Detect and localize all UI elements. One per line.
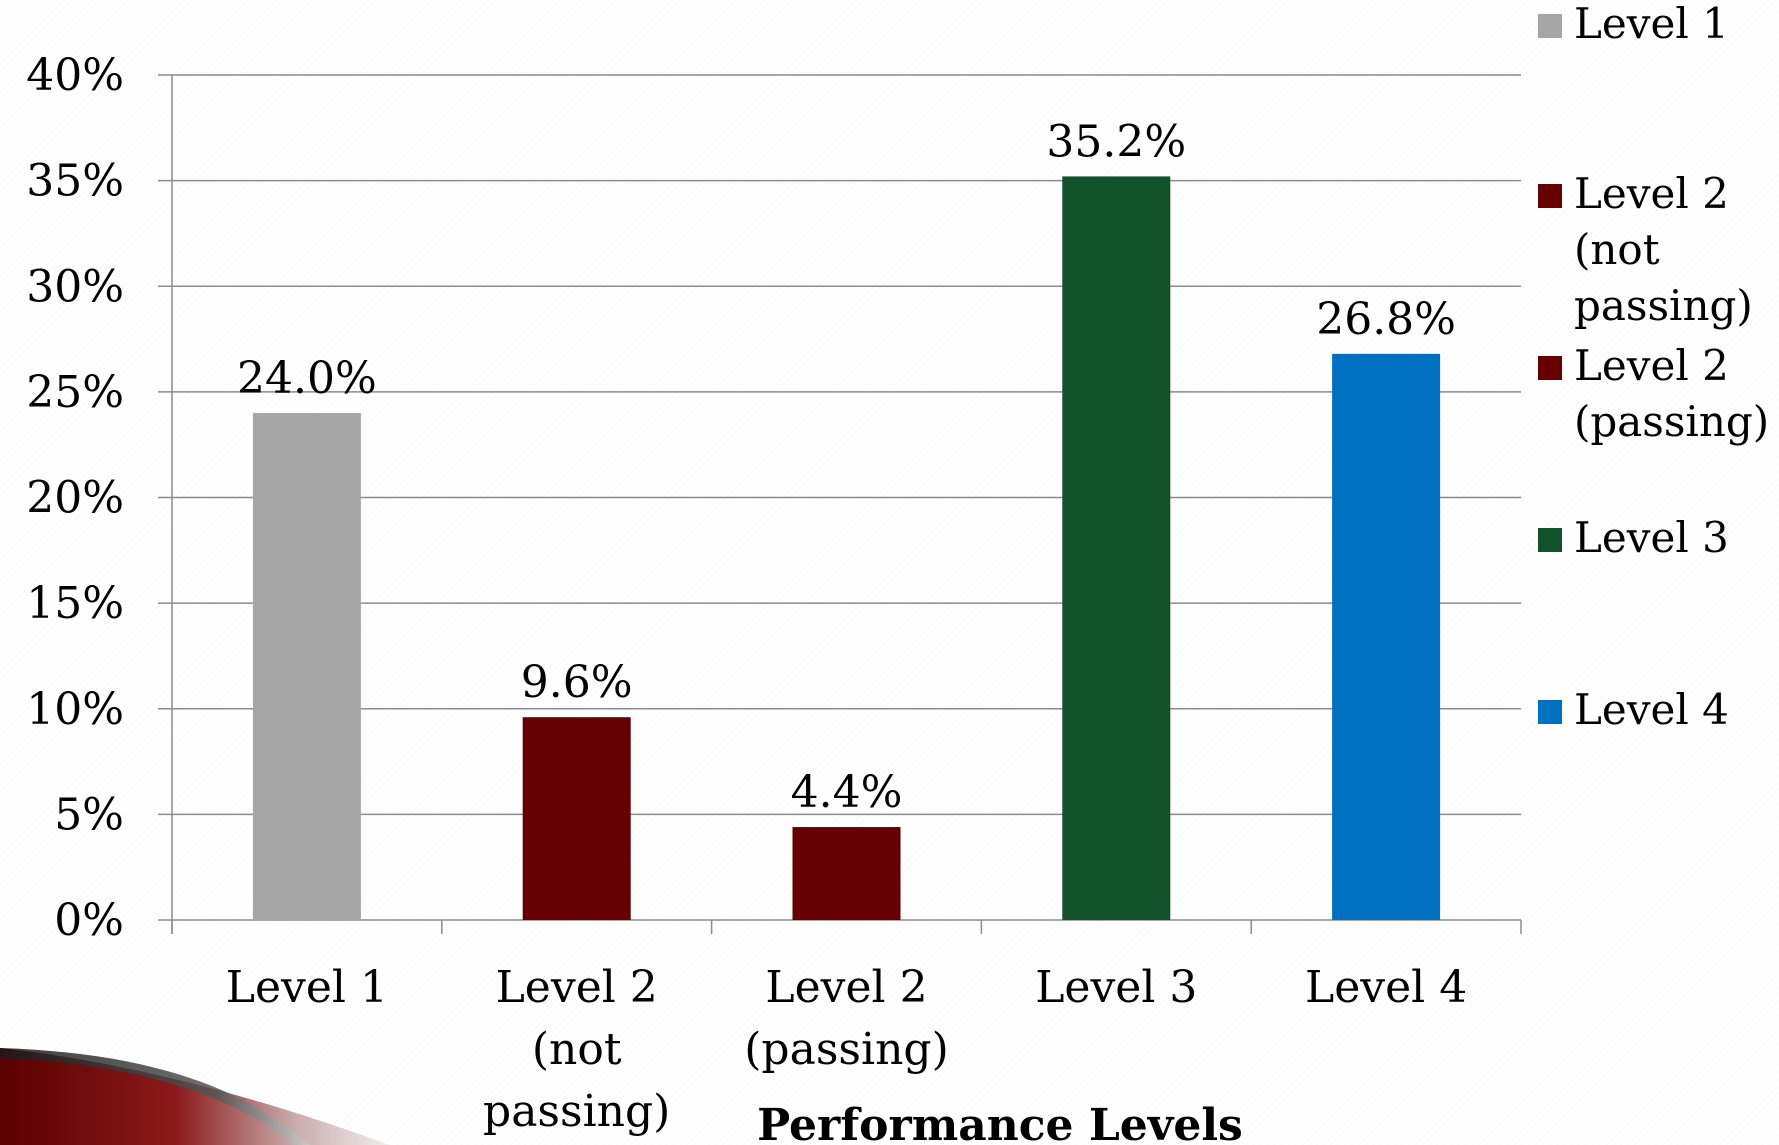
gridlines [172,74,1521,816]
legend-swatch [1538,184,1562,208]
legend-entry-line: Level 3 [1574,513,1729,562]
legend-swatch [1538,356,1562,380]
legend-swatch [1538,14,1562,38]
x-category-label: Level 3 [1035,962,1197,1013]
bar [1062,176,1171,920]
legend-swatch [1538,528,1562,552]
x-category-label-line: Level 2 [765,962,927,1013]
x-category-label: Level 2 (passing) [744,962,948,1075]
legend-entry-label: Level 1 [1574,0,1729,48]
x-axis [171,919,1522,934]
legend: Level 1 Level 2 (not passing) Level 2 (passin… [1538,0,1769,734]
legend-entry-label: Level 2 (passing) [1574,341,1769,446]
legend-entry-label: Level 2 (not passing) [1574,169,1753,330]
bar-value-label: 24.0% [237,353,377,404]
x-category-label: Level 4 [1305,962,1467,1013]
x-axis-title: Performance Levels [757,1100,1243,1145]
corner-swoosh-decoration [0,1048,390,1145]
legend-entry-line: Level 2 [1574,341,1729,390]
x-category-label-line: Level 4 [1305,962,1467,1013]
y-tick-label: 20% [26,473,124,524]
bar-value-label: 35.2% [1046,116,1186,167]
x-category-label-line: Level 2 [496,962,658,1013]
y-tick-label: 35% [26,156,124,207]
legend-entry-label: Level 3 [1574,513,1729,562]
legend-entry-line: (not [1574,225,1660,274]
x-category-label: Level 1 [226,962,388,1013]
y-tick-label: 30% [26,261,124,312]
legend-entry-label: Level 4 [1574,685,1729,734]
legend-swatch [1538,700,1562,724]
bar [792,827,901,920]
y-axis: 0% 5% 10% 15% 20% 25% 30% 35% 40% [26,50,173,946]
legend-entry-line: passing) [1574,281,1753,330]
x-category-label: Level 2 (not passing) [483,962,670,1137]
legend-entry-line: Level 4 [1574,685,1729,734]
y-tick-label: 15% [26,578,124,629]
bar-value-label: 26.8% [1316,294,1456,345]
x-category-label-line: passing) [483,1086,670,1137]
value-labels: 24.0% 9.6% 4.4% 35.2% 26.8% [237,116,1456,818]
bars [252,176,1441,921]
legend-entry-line: Level 1 [1574,0,1729,48]
x-category-label-line: Level 3 [1035,962,1197,1013]
x-category-label-line: (not [532,1024,622,1075]
legend-entry-line: (passing) [1574,397,1769,446]
legend-entry-line: Level 2 [1574,169,1729,218]
bar-value-label: 9.6% [521,657,633,708]
bar [252,413,361,920]
y-tick-label: 25% [26,367,124,418]
y-tick-label: 10% [26,684,124,735]
y-tick-label: 40% [26,50,124,101]
bar [1332,353,1441,921]
bar [522,717,631,920]
category-labels: Level 1 Level 2 (not passing) Level 2 (passin… [226,962,1467,1137]
x-category-label-line: Level 1 [226,962,388,1013]
y-tick-label: 0% [54,895,124,946]
x-category-label-line: (passing) [744,1024,948,1075]
bar-value-label: 4.4% [791,767,903,818]
y-tick-label: 5% [54,789,124,840]
